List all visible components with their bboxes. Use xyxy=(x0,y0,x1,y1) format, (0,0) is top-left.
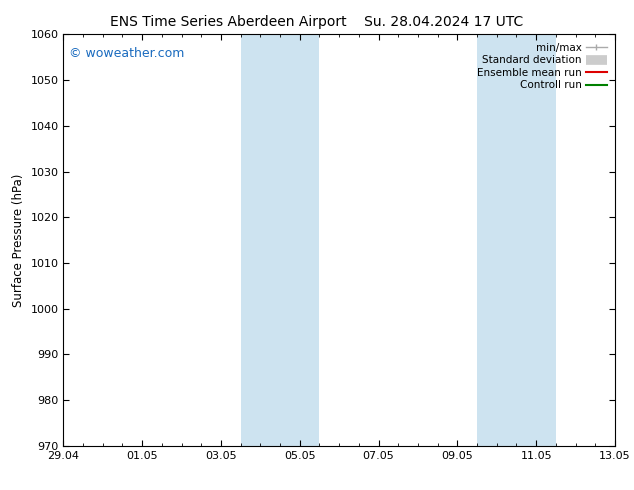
Y-axis label: Surface Pressure (hPa): Surface Pressure (hPa) xyxy=(12,173,25,307)
Text: ENS Time Series Aberdeen Airport    Su. 28.04.2024 17 UTC: ENS Time Series Aberdeen Airport Su. 28.… xyxy=(110,15,524,29)
Text: © woweather.com: © woweather.com xyxy=(69,47,184,60)
Bar xyxy=(241,34,320,446)
Bar xyxy=(477,34,556,446)
Legend: min/max, Standard deviation, Ensemble mean run, Controll run: min/max, Standard deviation, Ensemble me… xyxy=(474,40,610,94)
